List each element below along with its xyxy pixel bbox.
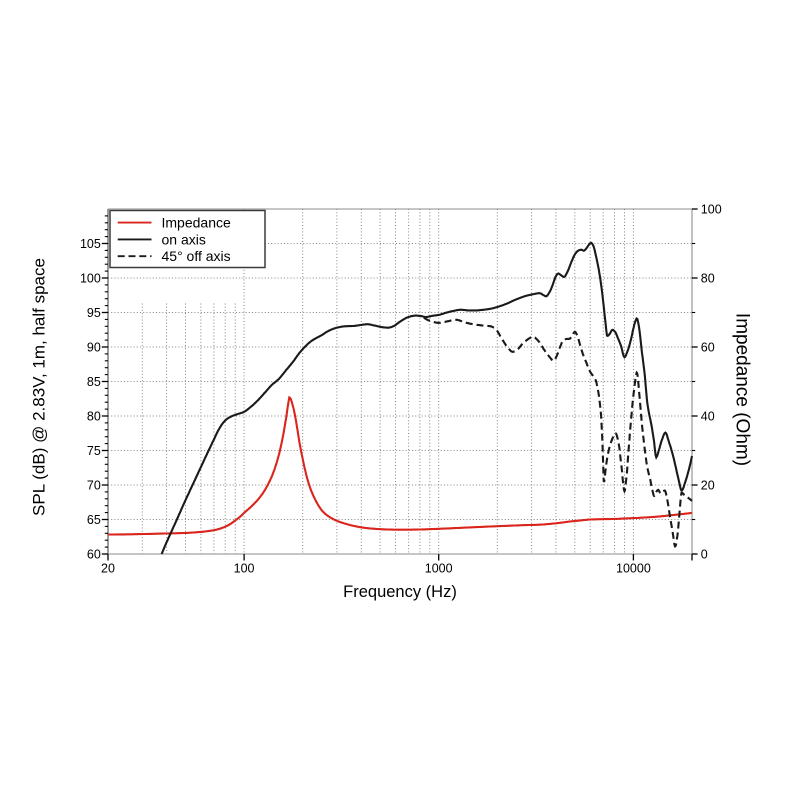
svg-text:1000: 1000 <box>425 561 453 575</box>
svg-text:45° off axis: 45° off axis <box>162 248 231 264</box>
svg-text:SPL (dB) @ 2.83V, 1m, half spa: SPL (dB) @ 2.83V, 1m, half space <box>30 258 49 516</box>
svg-text:40: 40 <box>701 410 715 424</box>
svg-text:20: 20 <box>101 561 115 575</box>
svg-text:Impedance: Impedance <box>162 215 231 231</box>
svg-text:95: 95 <box>87 306 101 320</box>
svg-text:on axis: on axis <box>162 231 206 247</box>
svg-text:80: 80 <box>87 410 101 424</box>
svg-text:105: 105 <box>80 237 101 251</box>
svg-text:60: 60 <box>701 341 715 355</box>
svg-text:0: 0 <box>701 548 708 562</box>
svg-text:75: 75 <box>87 444 101 458</box>
svg-text:90: 90 <box>87 341 101 355</box>
svg-text:80: 80 <box>701 272 715 286</box>
svg-text:100: 100 <box>80 272 101 286</box>
svg-text:10000: 10000 <box>616 561 651 575</box>
svg-text:60: 60 <box>87 548 101 562</box>
svg-text:Impedance (Ohm): Impedance (Ohm) <box>731 313 752 466</box>
svg-text:70: 70 <box>87 479 101 493</box>
svg-text:65: 65 <box>87 513 101 527</box>
svg-text:20: 20 <box>701 479 715 493</box>
svg-text:100: 100 <box>701 203 722 217</box>
svg-text:100: 100 <box>234 561 255 575</box>
svg-text:Frequency (Hz): Frequency (Hz) <box>343 583 457 601</box>
svg-text:85: 85 <box>87 375 101 389</box>
